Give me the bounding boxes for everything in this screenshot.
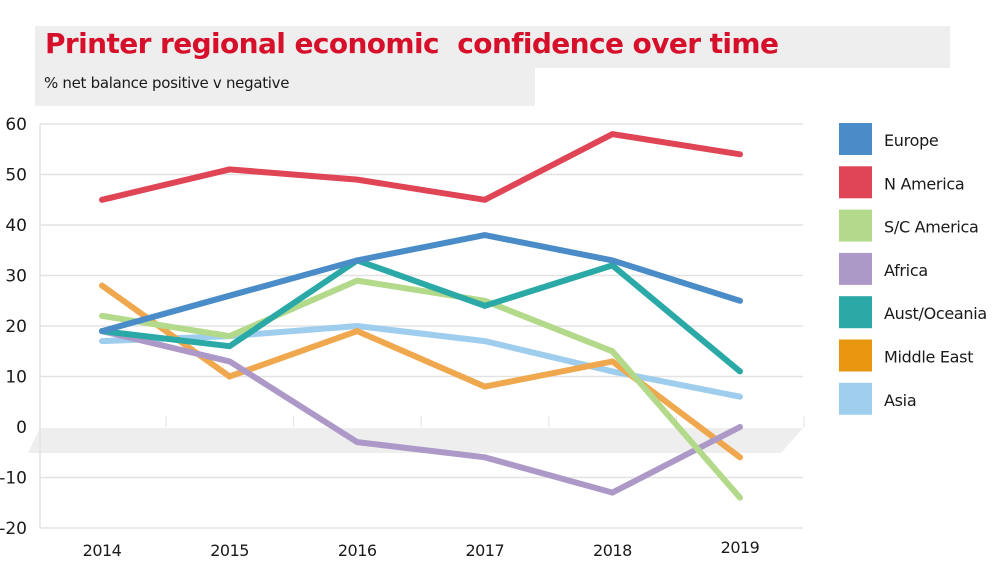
y-tick-label: 20 [5,317,27,337]
chart-title: Printer regional economic confidence ove… [45,27,779,60]
legend-swatch [839,209,872,242]
y-tick-label: -10 [0,469,27,489]
y-axis-ticks: 60 50 40 30 20 10 0 -10 -20 [0,115,27,539]
x-tick-label: 2019 [721,538,760,557]
y-tick-label: 0 [16,418,27,438]
zero-band [28,428,803,453]
series-line-africa [99,328,743,496]
legend-swatch [839,339,872,372]
y-tick-label: 10 [5,368,27,388]
series-lines [99,130,743,501]
y-tick-label: -20 [0,519,27,539]
legend-label: N America [884,174,964,193]
legend-swatch [839,296,872,329]
chart-subtitle: % net balance positive v negative [44,74,290,92]
legend-swatch [839,382,872,415]
subtitle-background [35,68,535,106]
legend-label: Asia [884,391,916,410]
series-line-s-c-america [99,277,743,501]
x-tick-label: 2016 [338,541,377,560]
legend: Europe N America S/C America Africa Aust/Oce… [839,123,987,415]
x-tick-label: 2014 [83,541,122,560]
legend-label: Middle East [884,348,973,367]
x-tick-label: 2018 [593,541,632,560]
x-tick-label: 2017 [465,541,504,560]
y-tick-label: 40 [5,216,27,236]
zero-band-layer [28,428,803,453]
gridlines [39,123,805,529]
series-line-n-america [99,130,743,203]
legend-label: Aust/Oceania [884,304,987,323]
y-tick-label: 30 [5,267,27,287]
y-tick-label: 60 [5,115,27,135]
legend-label: Africa [884,261,928,280]
legend-label: S/C America [884,218,979,237]
legend-label: Europe [884,131,938,150]
legend-swatch [839,123,872,155]
x-axis-ticks: 2014 2015 2016 2017 2018 2019 [83,538,761,560]
y-tick-label: 50 [5,166,27,186]
x-tick-label: 2015 [210,541,249,560]
series-line-europe [99,232,743,335]
title-background [35,26,950,68]
legend-swatch [839,166,872,199]
legend-swatch [839,252,872,285]
series-line-aust-oceania [99,257,743,375]
